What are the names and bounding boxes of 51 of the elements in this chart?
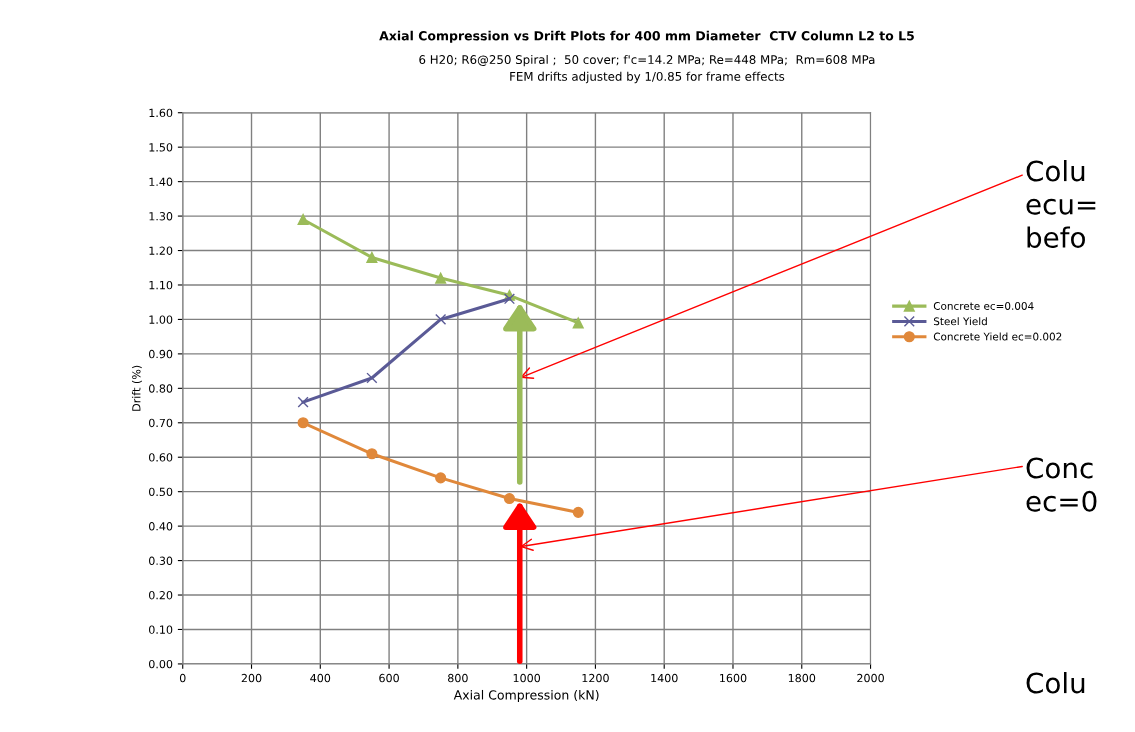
x-tick-label: 600 bbox=[379, 673, 399, 683]
point bbox=[366, 448, 378, 460]
legend-label: Concrete ec=0.004 bbox=[933, 302, 1034, 310]
y-tick-label: 1.30 bbox=[149, 212, 173, 221]
x-axis-title: Axial Compression (kN) bbox=[453, 689, 599, 703]
point bbox=[297, 417, 309, 429]
y-tick-label: 0.60 bbox=[149, 453, 173, 462]
text: Colu bbox=[1026, 672, 1085, 694]
x-tick-label: 800 bbox=[448, 673, 468, 683]
y-tick-label: 0.80 bbox=[149, 384, 173, 393]
point bbox=[297, 213, 309, 226]
point bbox=[503, 293, 516, 305]
y-tick-label: 0.40 bbox=[149, 522, 173, 531]
legend-label: Concrete Yield ec=0.002 bbox=[933, 332, 1062, 341]
x-tick-label: 400 bbox=[310, 673, 331, 683]
y-axis-title: Drift (%) bbox=[131, 365, 142, 411]
point bbox=[435, 313, 447, 325]
legend-label: Steel Yield bbox=[933, 317, 987, 326]
point bbox=[366, 372, 378, 384]
point bbox=[503, 493, 516, 505]
y-tick-label: 1.20 bbox=[149, 246, 173, 255]
point bbox=[572, 506, 584, 518]
y-tick-label: 0.10 bbox=[149, 625, 173, 634]
y-tick-label: 1.40 bbox=[149, 177, 173, 187]
y-tick-label: 0.20 bbox=[149, 591, 173, 600]
text: Colu ecu= befo bbox=[1026, 160, 1096, 248]
y-tick-label: 0.00 bbox=[149, 659, 173, 669]
y-tick-label: 1.00 bbox=[149, 315, 173, 324]
point bbox=[435, 272, 447, 284]
x-tick-label: 1200 bbox=[582, 673, 609, 683]
x-tick-label: 1400 bbox=[651, 673, 678, 683]
chart-title: Axial Compression vs Drift Plots for 400 mm Diameter CTV Column L2 to L5 bbox=[379, 30, 914, 43]
point bbox=[297, 396, 309, 408]
chart-subtitle: 6 H20; R6@250 Spiral ; 50 cover; f'c=14.2 MPa; Re=448 MPa; Rm=608 MPa FEM drifts adjusted by 1/0.85 for frame effects bbox=[419, 54, 875, 84]
y-tick-label: 1.50 bbox=[149, 143, 173, 152]
y-tick-label: 0.70 bbox=[149, 418, 173, 428]
x-tick-label: 0 bbox=[179, 673, 186, 683]
x-tick-label: 200 bbox=[241, 673, 262, 683]
y-tick-label: 0.50 bbox=[149, 487, 173, 497]
x-tick-label: 1600 bbox=[720, 673, 747, 683]
y-tick-label: 1.60 bbox=[149, 108, 173, 118]
y-tick-label: 0.90 bbox=[149, 349, 173, 359]
y-tick-label: 0.30 bbox=[149, 556, 173, 565]
point bbox=[366, 251, 378, 263]
y-tick-label: 1.10 bbox=[149, 280, 173, 290]
x-tick-label: 1000 bbox=[513, 673, 541, 683]
x-tick-label: 2000 bbox=[857, 673, 884, 683]
point bbox=[435, 472, 447, 484]
x-tick-label: 1800 bbox=[788, 673, 816, 683]
text: Conc ec=0 bbox=[1026, 457, 1097, 512]
point bbox=[572, 317, 584, 329]
